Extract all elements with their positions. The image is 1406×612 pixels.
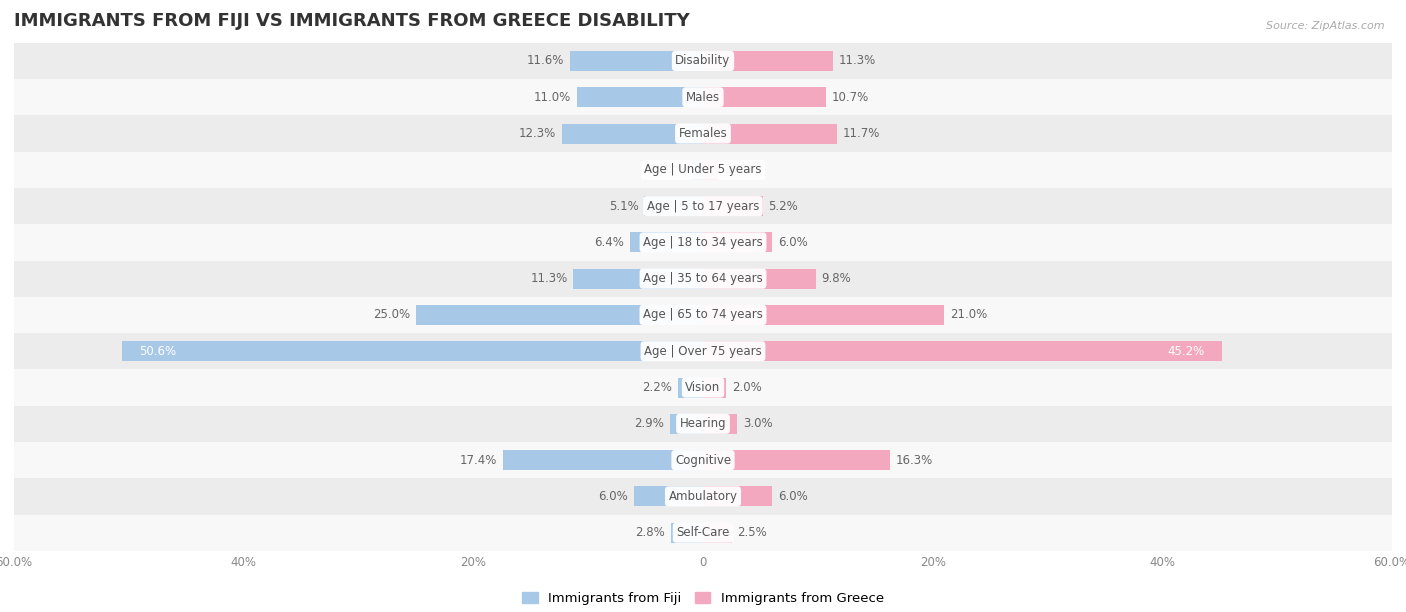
Bar <box>703 88 825 107</box>
Text: Age | 5 to 17 years: Age | 5 to 17 years <box>647 200 759 212</box>
Legend: Immigrants from Fiji, Immigrants from Greece: Immigrants from Fiji, Immigrants from Gr… <box>516 587 890 610</box>
Bar <box>569 51 703 71</box>
Bar <box>703 160 718 180</box>
Text: Vision: Vision <box>685 381 721 394</box>
Text: 25.0%: 25.0% <box>373 308 411 321</box>
Bar <box>703 414 738 434</box>
Text: 6.0%: 6.0% <box>599 490 628 503</box>
Text: 11.6%: 11.6% <box>527 54 564 67</box>
Bar <box>644 196 703 216</box>
Text: 16.3%: 16.3% <box>896 453 934 466</box>
Text: Ambulatory: Ambulatory <box>668 490 738 503</box>
Text: Self-Care: Self-Care <box>676 526 730 539</box>
Bar <box>669 414 703 434</box>
Text: 5.2%: 5.2% <box>769 200 799 212</box>
Text: Source: ZipAtlas.com: Source: ZipAtlas.com <box>1267 21 1385 31</box>
Bar <box>562 124 703 144</box>
Bar <box>630 233 703 252</box>
Bar <box>703 487 772 506</box>
Text: Age | 65 to 74 years: Age | 65 to 74 years <box>643 308 763 321</box>
Text: 5.1%: 5.1% <box>609 200 638 212</box>
Bar <box>703 269 815 289</box>
Bar <box>14 261 1392 297</box>
Bar <box>574 269 703 289</box>
Text: 6.4%: 6.4% <box>593 236 624 249</box>
Text: 45.2%: 45.2% <box>1167 345 1205 358</box>
Text: 6.0%: 6.0% <box>778 236 807 249</box>
Text: 11.3%: 11.3% <box>530 272 568 285</box>
Bar <box>14 370 1392 406</box>
Text: 12.3%: 12.3% <box>519 127 555 140</box>
Text: Disability: Disability <box>675 54 731 67</box>
Text: 2.5%: 2.5% <box>738 526 768 539</box>
Text: 3.0%: 3.0% <box>744 417 773 430</box>
Text: Cognitive: Cognitive <box>675 453 731 466</box>
Bar <box>703 523 731 543</box>
Text: 10.7%: 10.7% <box>831 91 869 104</box>
Bar <box>576 88 703 107</box>
Text: Age | 35 to 64 years: Age | 35 to 64 years <box>643 272 763 285</box>
Bar <box>14 224 1392 261</box>
Bar <box>14 79 1392 116</box>
Text: Age | Over 75 years: Age | Over 75 years <box>644 345 762 358</box>
Bar <box>14 43 1392 79</box>
Text: 2.8%: 2.8% <box>636 526 665 539</box>
Text: Age | 18 to 34 years: Age | 18 to 34 years <box>643 236 763 249</box>
Bar <box>14 442 1392 478</box>
Bar <box>703 233 772 252</box>
Bar <box>678 378 703 398</box>
Bar <box>14 152 1392 188</box>
Bar <box>703 378 725 398</box>
Text: Age | Under 5 years: Age | Under 5 years <box>644 163 762 176</box>
Bar <box>14 116 1392 152</box>
Text: 2.0%: 2.0% <box>731 381 762 394</box>
Text: 2.2%: 2.2% <box>643 381 672 394</box>
Text: 50.6%: 50.6% <box>139 345 176 358</box>
Text: 17.4%: 17.4% <box>460 453 498 466</box>
Text: 2.9%: 2.9% <box>634 417 664 430</box>
Bar <box>703 124 838 144</box>
Bar <box>634 487 703 506</box>
Text: 11.0%: 11.0% <box>534 91 571 104</box>
Text: 1.3%: 1.3% <box>724 163 754 176</box>
Bar <box>14 297 1392 333</box>
Text: 11.7%: 11.7% <box>844 127 880 140</box>
Bar <box>692 160 703 180</box>
Bar <box>14 188 1392 224</box>
Bar <box>703 51 832 71</box>
Text: 9.8%: 9.8% <box>821 272 851 285</box>
Bar <box>503 450 703 470</box>
Bar <box>14 478 1392 515</box>
Bar <box>14 515 1392 551</box>
Bar <box>703 196 762 216</box>
Text: IMMIGRANTS FROM FIJI VS IMMIGRANTS FROM GREECE DISABILITY: IMMIGRANTS FROM FIJI VS IMMIGRANTS FROM … <box>14 12 690 30</box>
Text: 11.3%: 11.3% <box>838 54 876 67</box>
Bar <box>703 341 1222 361</box>
Bar <box>122 341 703 361</box>
Text: Males: Males <box>686 91 720 104</box>
Text: 21.0%: 21.0% <box>950 308 987 321</box>
Bar <box>703 450 890 470</box>
Bar <box>703 305 945 325</box>
Bar <box>671 523 703 543</box>
Bar <box>416 305 703 325</box>
Bar <box>14 406 1392 442</box>
Text: 6.0%: 6.0% <box>778 490 807 503</box>
Bar <box>14 333 1392 370</box>
Text: Females: Females <box>679 127 727 140</box>
Text: 0.92%: 0.92% <box>650 163 686 176</box>
Text: Hearing: Hearing <box>679 417 727 430</box>
